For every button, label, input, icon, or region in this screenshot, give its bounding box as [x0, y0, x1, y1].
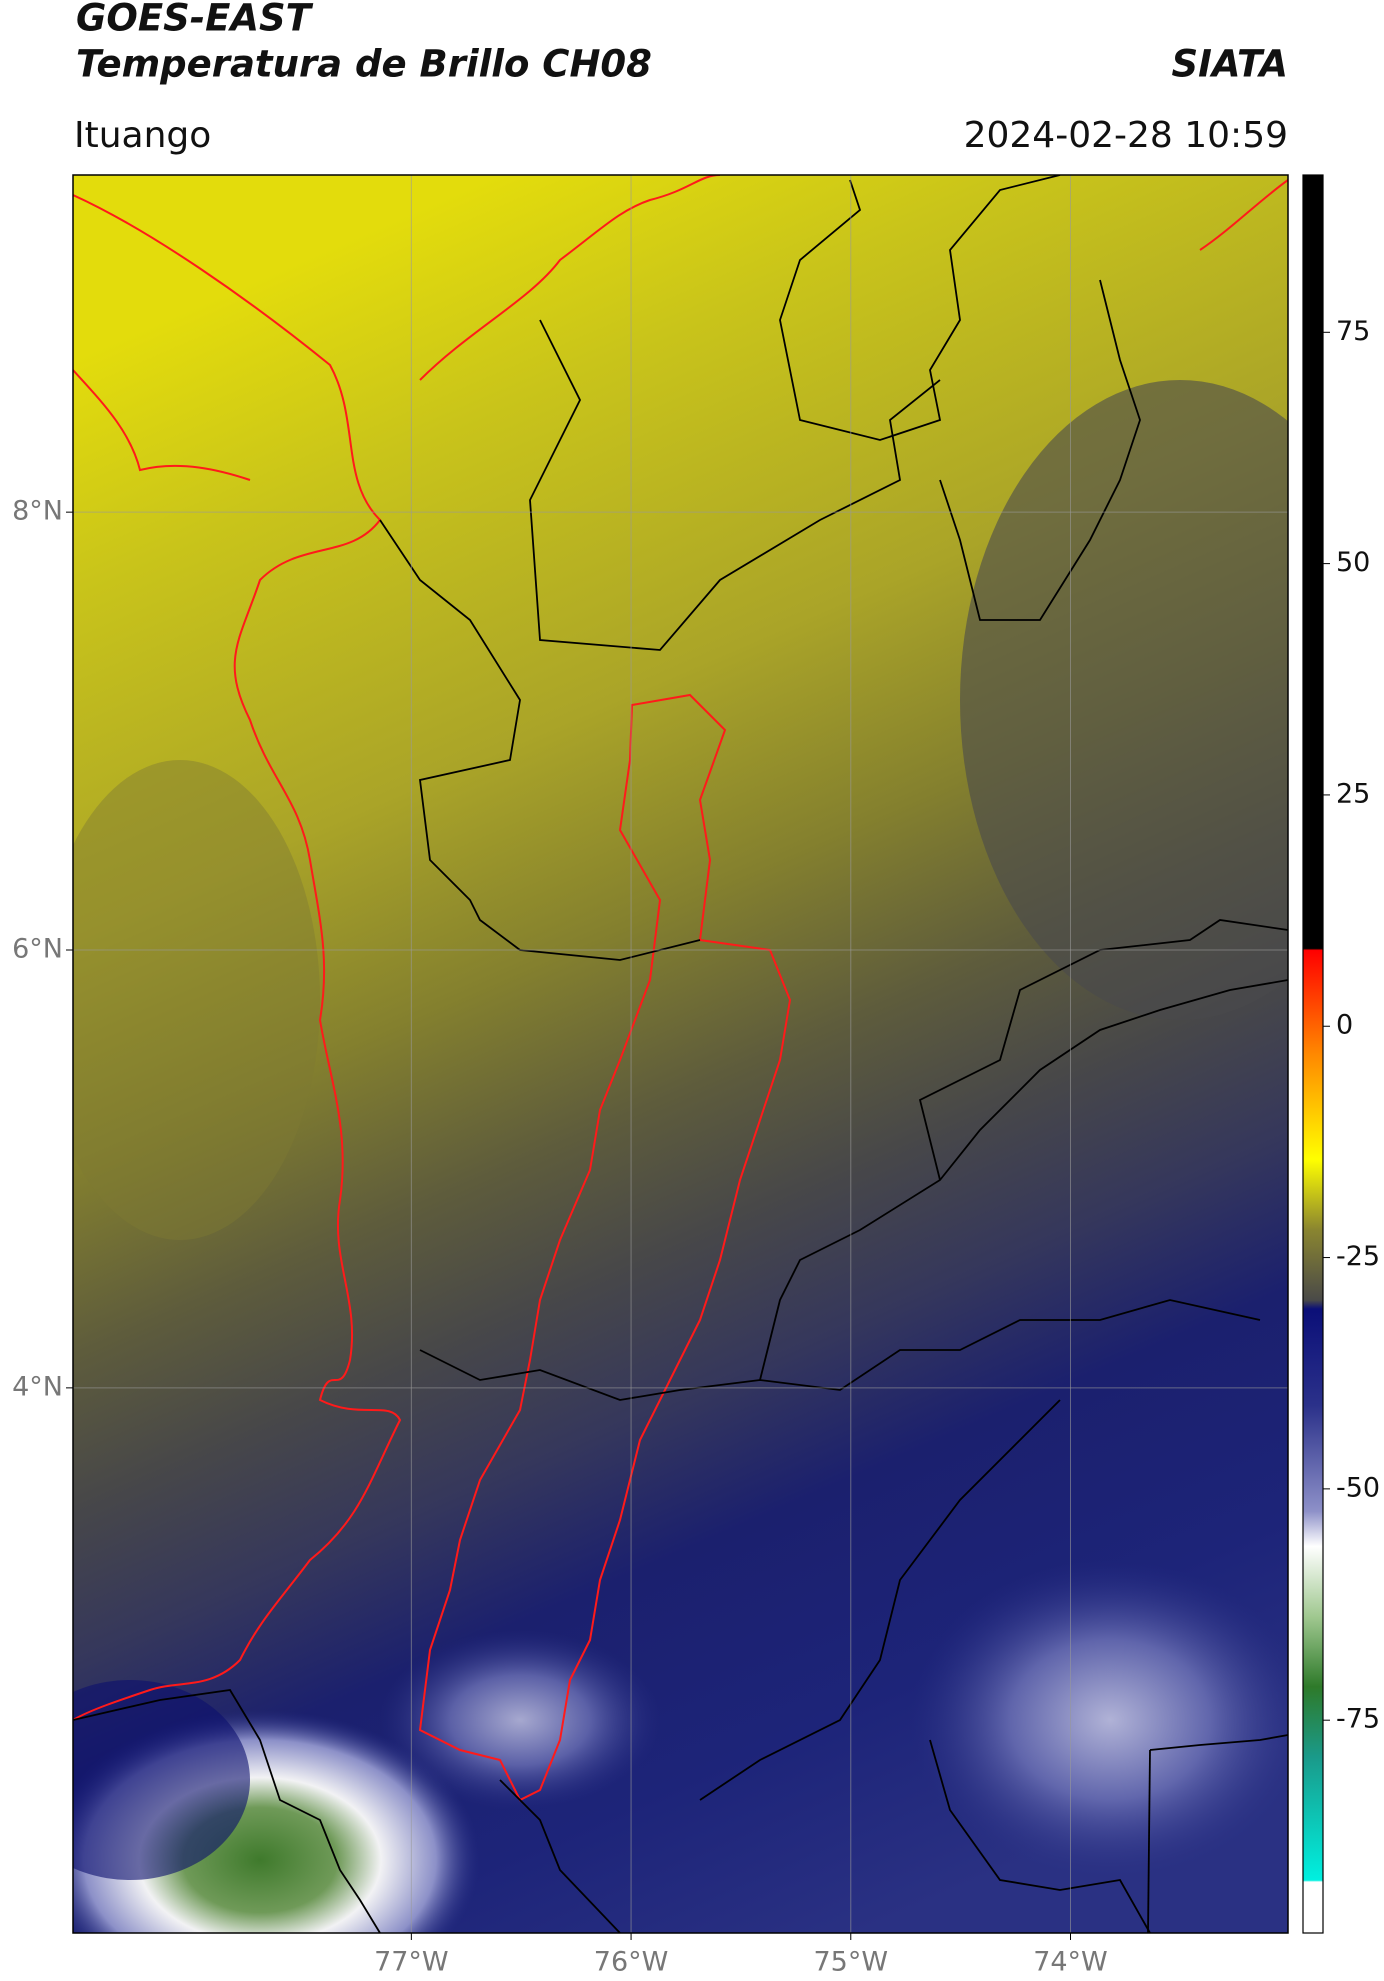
colorbar-tick-label: 50	[1336, 547, 1370, 578]
colorbar-tick-label: 0	[1336, 1010, 1353, 1041]
location: Ituango	[74, 115, 211, 156]
x-tick-label: 77°W	[374, 1947, 449, 1978]
y-tick-label: 8°N	[12, 496, 63, 527]
map-frame	[72, 174, 1289, 1934]
x-tick-label: 75°W	[813, 1947, 888, 1978]
source: SIATA	[1171, 43, 1288, 86]
datetime: 2024-02-28 10:59	[964, 115, 1288, 156]
colorbar-tick-label: 25	[1336, 778, 1370, 809]
colorbar-tick-label: -25	[1336, 1241, 1380, 1272]
subtitle: Temperatura de Brillo CH08	[76, 43, 652, 86]
satellite-image	[73, 175, 1288, 1933]
grid	[73, 175, 1288, 1933]
x-tick-label: 74°W	[1033, 1947, 1108, 1978]
colorbar-tick-label: -50	[1336, 1472, 1380, 1503]
coastline	[73, 175, 1288, 1802]
borders	[73, 175, 1288, 1933]
y-tick-label: 6°N	[12, 934, 63, 965]
colorbar-tick-label: -75	[1336, 1704, 1380, 1735]
x-tick-label: 76°W	[594, 1947, 669, 1978]
title: GOES-EAST	[76, 0, 314, 40]
colorbar-tick-label: 75	[1336, 316, 1370, 347]
colorbar	[1302, 174, 1324, 1934]
y-tick-label: 4°N	[12, 1371, 63, 1402]
